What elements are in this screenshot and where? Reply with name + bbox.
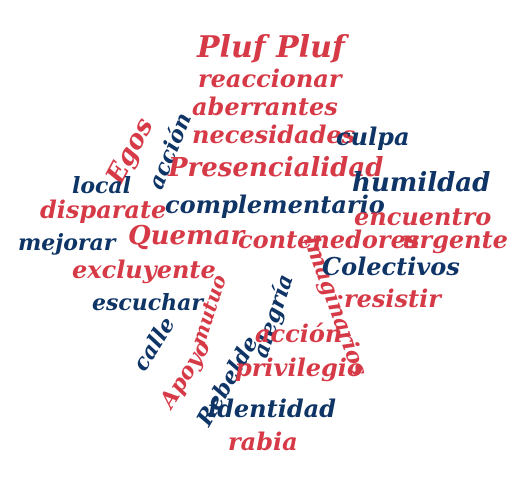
word-calle: calle <box>127 312 181 376</box>
word-aberrantes: aberrantes <box>192 92 338 121</box>
word-complementario: complementario <box>165 190 385 219</box>
word-rabia: rabia <box>228 427 298 456</box>
word-contenedores: contenedores <box>238 225 420 254</box>
word-pluf-pluf: Pluf Pluf <box>197 30 345 65</box>
word-humildad: humildad <box>352 168 491 198</box>
word-excluyente: excluyente <box>72 255 216 284</box>
word-escuchar: escuchar <box>92 290 204 316</box>
word-presencialidad: Presencialidad <box>168 153 384 183</box>
word-disparate: disparate <box>40 195 167 224</box>
word-privilegio: privilegio <box>235 353 363 382</box>
word-accion-mid: acción <box>255 319 343 348</box>
word-local: local <box>72 173 132 199</box>
word-reaccionar: reaccionar <box>198 64 342 93</box>
word-urgente: urgente <box>402 225 508 254</box>
word-resistir: resistir <box>344 284 441 313</box>
word-culpa: culpa <box>336 122 410 151</box>
word-colectivos: Colectivos <box>322 252 460 281</box>
word-identidad: identidad <box>208 394 336 423</box>
word-quemar: Quemar <box>128 221 245 251</box>
word-mejorar: mejorar <box>18 230 116 256</box>
word-encuentro: encuentro <box>354 202 492 231</box>
word-necesidades: necesidades <box>192 120 356 149</box>
